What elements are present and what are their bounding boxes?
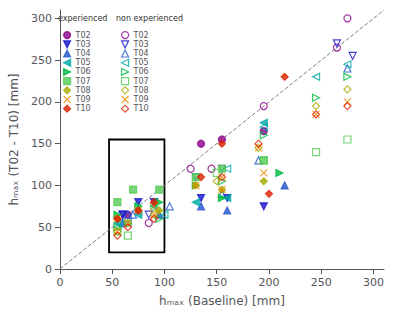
svg-text:50: 50	[105, 276, 119, 289]
svg-text:hₘₐₓ (Baseline) [mm]: hₘₐₓ (Baseline) [mm]	[159, 294, 285, 308]
svg-text:T08: T08	[75, 86, 91, 95]
svg-text:T05: T05	[75, 58, 91, 67]
svg-text:300: 300	[363, 276, 384, 289]
svg-text:100: 100	[31, 179, 52, 192]
svg-text:T10: T10	[133, 104, 149, 113]
svg-text:T08: T08	[133, 86, 149, 95]
svg-text:T07: T07	[75, 77, 91, 86]
svg-text:T02: T02	[75, 31, 91, 40]
svg-text:T06: T06	[133, 67, 149, 76]
svg-text:T05: T05	[133, 58, 149, 67]
svg-text:150: 150	[31, 137, 52, 150]
svg-text:200: 200	[258, 276, 279, 289]
svg-text:150: 150	[206, 276, 227, 289]
svg-text:250: 250	[31, 54, 52, 67]
svg-text:0: 0	[56, 276, 63, 289]
svg-text:250: 250	[311, 276, 332, 289]
svg-text:50: 50	[38, 221, 52, 234]
svg-text:experienced: experienced	[58, 14, 107, 23]
svg-text:hₘₐₓ (T02 - T10) [mm]: hₘₐₓ (T02 - T10) [mm]	[7, 74, 21, 206]
svg-text:T04: T04	[75, 49, 91, 58]
svg-text:T07: T07	[133, 77, 149, 86]
svg-text:T06: T06	[75, 67, 91, 76]
svg-text:T03: T03	[75, 40, 91, 49]
svg-text:T03: T03	[133, 40, 149, 49]
svg-text:T04: T04	[133, 49, 149, 58]
svg-text:0: 0	[45, 263, 52, 276]
svg-text:T02: T02	[133, 31, 149, 40]
svg-text:non experienced: non experienced	[116, 14, 183, 23]
svg-text:100: 100	[154, 276, 175, 289]
svg-text:200: 200	[31, 95, 52, 108]
svg-text:300: 300	[31, 12, 52, 25]
svg-text:T10: T10	[75, 104, 91, 113]
svg-text:T09: T09	[133, 95, 149, 104]
svg-text:T09: T09	[75, 95, 91, 104]
